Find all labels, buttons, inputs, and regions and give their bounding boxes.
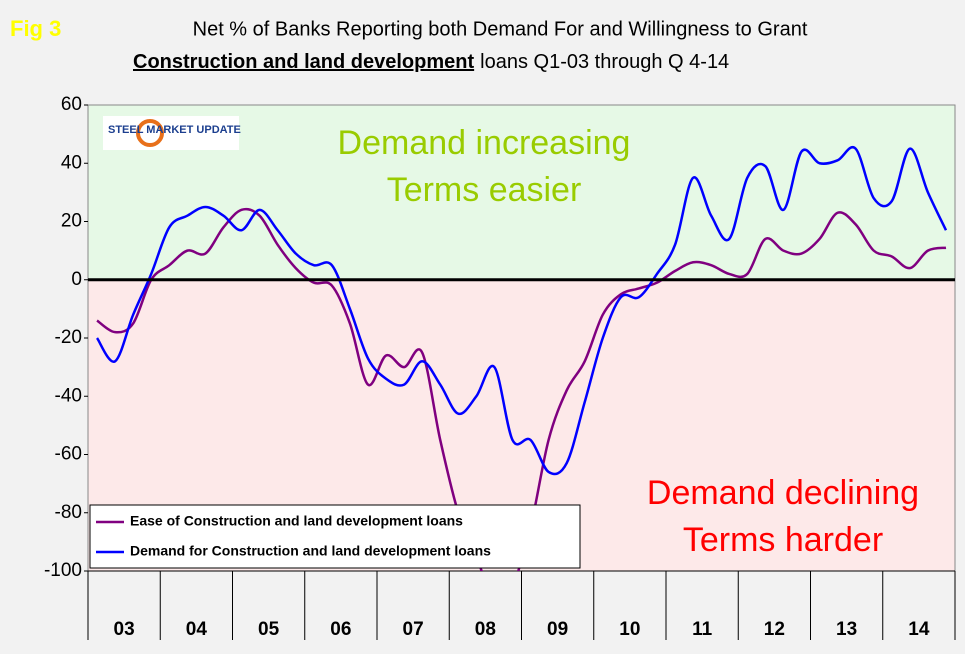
x-tick-label: 12 bbox=[764, 619, 785, 640]
series-line bbox=[95, 146, 948, 476]
chart-subtitle: Construction and land development loans Q… bbox=[133, 51, 729, 73]
y-tick-label: 0 bbox=[71, 269, 82, 290]
x-tick-label: 07 bbox=[403, 619, 424, 640]
y-tick-label: -100 bbox=[44, 560, 82, 581]
annotation: Terms harder bbox=[683, 521, 883, 559]
x-tick-label: 06 bbox=[330, 619, 351, 640]
legend-label: Ease of Construction and land developmen… bbox=[130, 513, 463, 529]
logo-text: STEEL MARKET UPDATE bbox=[108, 124, 241, 136]
x-tick-label: 04 bbox=[186, 619, 208, 640]
y-tick-label: -20 bbox=[55, 327, 82, 348]
subtitle-rest: loans Q1-03 through Q 4-14 bbox=[480, 51, 729, 73]
subtitle-bold: Construction and land development bbox=[133, 51, 474, 73]
fig-label: Fig 3 bbox=[10, 16, 61, 41]
x-tick-label: 14 bbox=[908, 619, 930, 640]
x-tick-label: 03 bbox=[114, 619, 135, 640]
x-tick-label: 10 bbox=[619, 619, 640, 640]
annotation: Terms easier bbox=[387, 171, 582, 209]
logo-box bbox=[103, 116, 239, 150]
logo-mark bbox=[136, 119, 164, 147]
annotation: Demand increasing bbox=[338, 124, 631, 162]
y-tick-label: -40 bbox=[55, 385, 82, 406]
x-tick-label: 11 bbox=[692, 619, 713, 640]
y-tick-label: 20 bbox=[61, 211, 82, 232]
x-tick-label: 13 bbox=[836, 619, 857, 640]
y-tick-label: -80 bbox=[55, 502, 82, 523]
annotation: Demand declining bbox=[647, 474, 919, 512]
x-tick-label: 08 bbox=[475, 619, 496, 640]
y-tick-label: 60 bbox=[61, 94, 82, 115]
legend-box bbox=[89, 504, 581, 569]
y-tick-label: -60 bbox=[55, 444, 82, 465]
x-tick-label: 05 bbox=[258, 619, 280, 640]
y-tick-label: 40 bbox=[61, 152, 82, 173]
legend-label: Demand for Construction and land develop… bbox=[130, 543, 491, 559]
chart-title: Net % of Banks Reporting both Demand For… bbox=[193, 18, 808, 40]
x-tick-label: 09 bbox=[547, 619, 568, 640]
